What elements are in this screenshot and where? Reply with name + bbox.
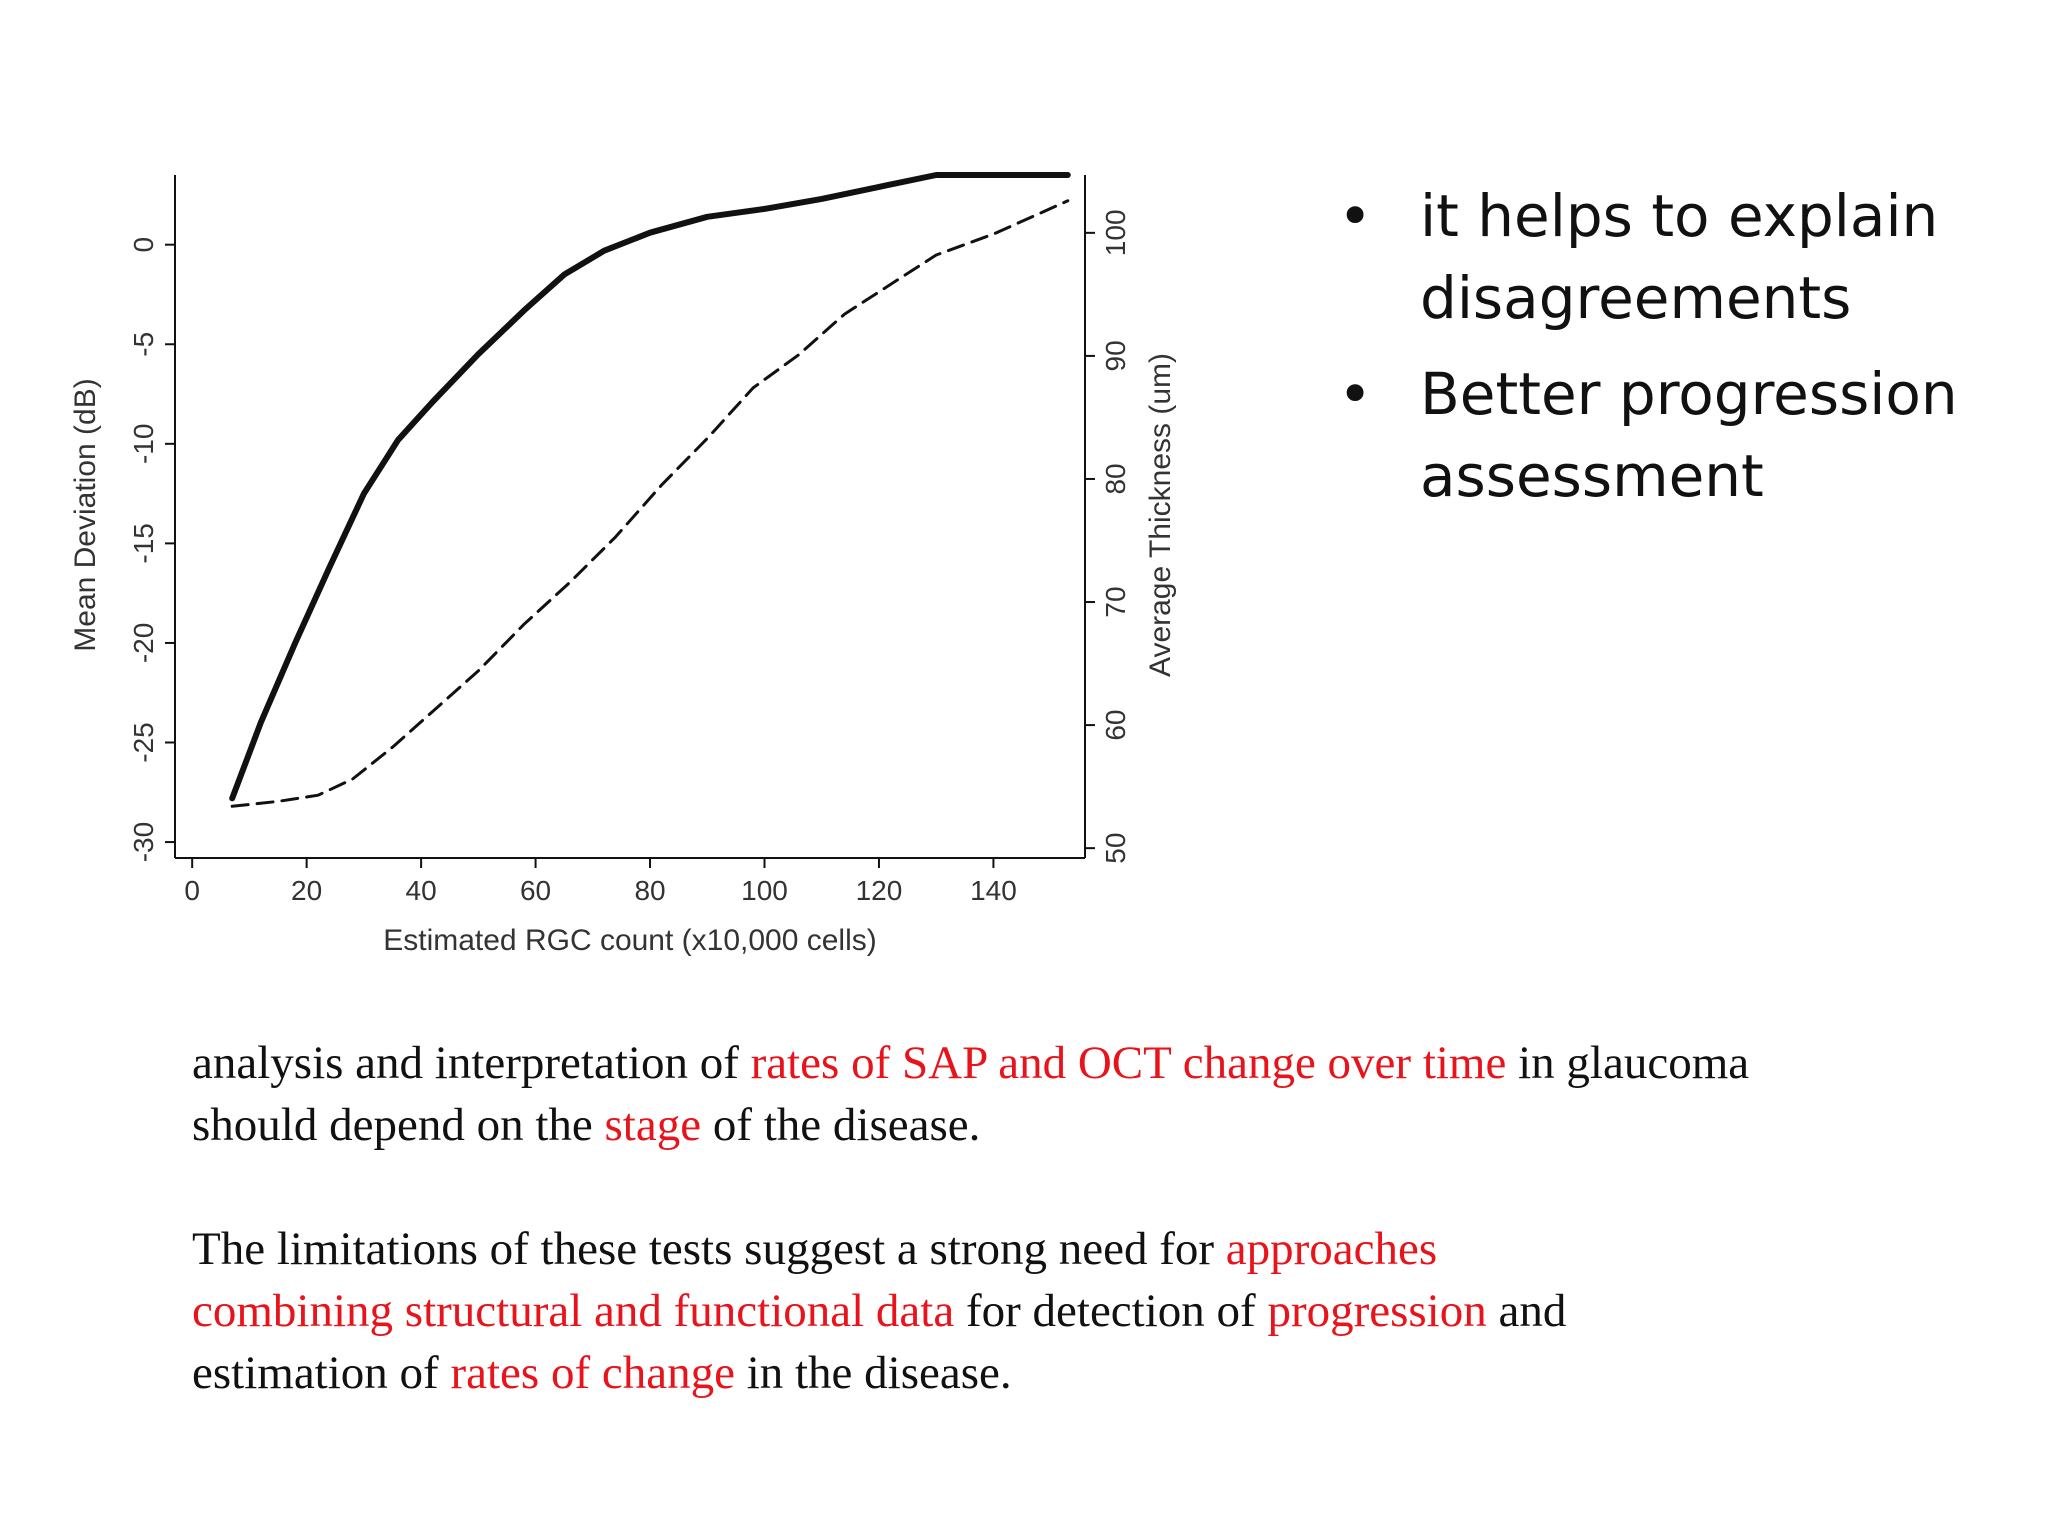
bullet-item: Better progression assessment [1338,353,2018,517]
chart-series [229,172,1071,808]
bullet-list: it helps to explain disagreements Better… [1338,175,2018,531]
y2-tick-label: 70 [1100,586,1131,617]
bullet-item: it helps to explain disagreements [1338,175,2018,339]
y2-tick-label: 80 [1100,463,1131,494]
text-run: of the disease. [701,1099,981,1151]
y-tick-label: 0 [128,237,159,253]
highlight-run: rates of change [450,1347,735,1399]
y-axis-label: Mean Deviation (dB) [69,378,102,651]
highlight-run: stage [604,1099,702,1151]
text-run: for detection of [954,1285,1268,1337]
y-tick-label: -30 [128,822,159,862]
x-tick-label: 140 [970,875,1017,906]
y-tick-label: -15 [128,523,159,563]
text-run: analysis and interpretation of [192,1037,751,1089]
paragraph-limitations: The limitations of these tests suggest a… [192,1218,1612,1404]
y-tick-label: -10 [128,424,159,464]
chart-ticks: 0 20 40 60 80 100 120 140 0 -5 -10 -15 -20 -25 -30 100 9… [128,209,1131,906]
x-tick-label: 80 [634,875,665,906]
x-tick-label: 20 [291,875,322,906]
y2-tick-label: 50 [1100,833,1131,864]
y-tick-label: -5 [128,332,159,357]
chart-axes [174,175,1086,859]
x-tick-label: 0 [184,875,200,906]
series-thickness-line [230,199,1070,808]
x-tick-label: 100 [741,875,788,906]
text-run: in glaucoma should depend on the [192,1037,1750,1151]
series-md-line [229,172,1071,802]
text-run: and estimation of [192,1285,1567,1399]
y2-tick-label: 60 [1100,710,1131,741]
x-axis-label: Estimated RGC count (x10,000 cells) [383,924,877,957]
highlight-run: rates of SAP and OCT change over time [750,1037,1507,1089]
y-tick-label: -25 [128,722,159,762]
rgc-chart: 0 20 40 60 80 100 120 140 0 -5 -10 -15 -20 -25 -30 100 9… [69,172,1177,957]
x-tick-label: 40 [406,875,437,906]
x-tick-label: 120 [856,875,903,906]
y-tick-label: -20 [128,623,159,663]
text-run: in the disease. [734,1347,1012,1399]
highlight-run: approaches combining structural and func… [192,1223,1438,1337]
highlight-run: progression [1267,1285,1487,1337]
y2-tick-label: 90 [1100,340,1131,371]
y2-tick-label: 100 [1100,209,1131,256]
y2-axis-label: Average Thickness (um) [1144,353,1177,677]
x-tick-label: 60 [520,875,551,906]
paragraph-analysis: analysis and interpretation of rates of … [192,1032,1752,1156]
text-run: The limitations of these tests suggest a… [192,1223,1226,1275]
